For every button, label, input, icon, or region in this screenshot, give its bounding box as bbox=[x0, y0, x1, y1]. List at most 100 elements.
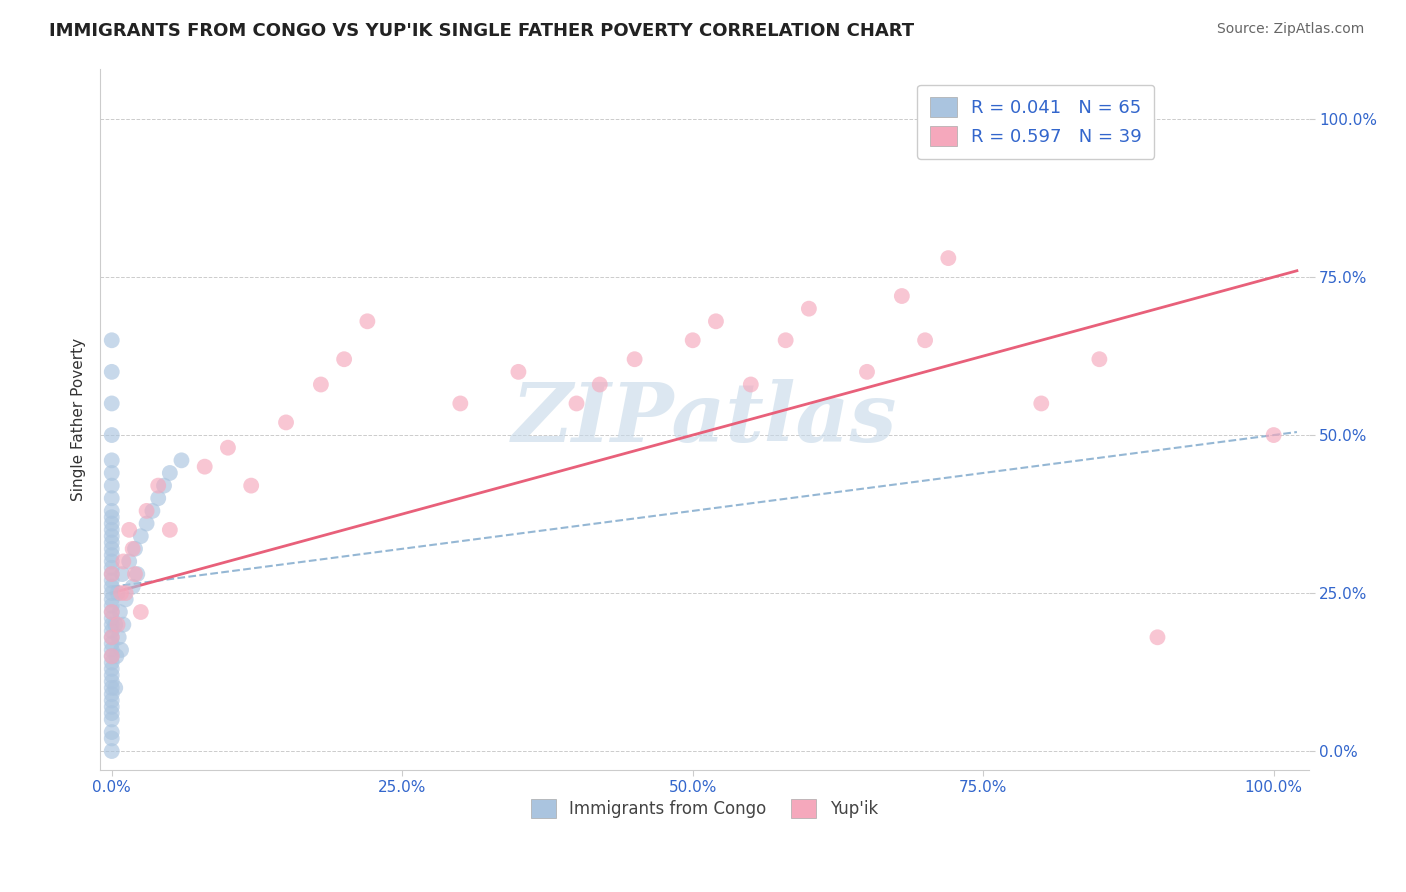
Point bbox=[110, 643, 132, 657]
Point bbox=[104, 681, 127, 695]
Point bbox=[124, 541, 146, 556]
Point bbox=[100, 504, 122, 518]
Point bbox=[127, 567, 149, 582]
Point bbox=[121, 580, 143, 594]
Point bbox=[100, 396, 122, 410]
Point bbox=[100, 706, 122, 720]
Point bbox=[100, 617, 122, 632]
Point bbox=[100, 599, 122, 613]
Point bbox=[508, 365, 530, 379]
Point bbox=[100, 428, 122, 442]
Text: IMMIGRANTS FROM CONGO VS YUP'IK SINGLE FATHER POVERTY CORRELATION CHART: IMMIGRANTS FROM CONGO VS YUP'IK SINGLE F… bbox=[49, 22, 914, 40]
Point bbox=[100, 656, 122, 670]
Point bbox=[100, 687, 122, 701]
Point bbox=[100, 637, 122, 651]
Point bbox=[100, 630, 122, 644]
Point bbox=[589, 377, 612, 392]
Point bbox=[100, 630, 122, 644]
Point bbox=[135, 504, 157, 518]
Legend: Immigrants from Congo, Yup'ik: Immigrants from Congo, Yup'ik bbox=[524, 793, 884, 825]
Point bbox=[890, 289, 912, 303]
Point bbox=[449, 396, 471, 410]
Point bbox=[100, 529, 122, 543]
Point bbox=[112, 554, 135, 568]
Point bbox=[100, 567, 122, 582]
Point bbox=[100, 453, 122, 467]
Point bbox=[100, 681, 122, 695]
Point bbox=[111, 567, 134, 582]
Point bbox=[100, 699, 122, 714]
Point bbox=[100, 580, 122, 594]
Point bbox=[856, 365, 879, 379]
Point bbox=[1263, 428, 1285, 442]
Point bbox=[100, 333, 122, 347]
Point bbox=[100, 649, 122, 664]
Point bbox=[114, 586, 136, 600]
Point bbox=[107, 630, 129, 644]
Point bbox=[100, 668, 122, 682]
Point bbox=[100, 605, 122, 619]
Point bbox=[124, 567, 146, 582]
Point bbox=[100, 731, 122, 746]
Point bbox=[100, 535, 122, 549]
Point bbox=[1031, 396, 1053, 410]
Point bbox=[100, 561, 122, 575]
Point bbox=[217, 441, 239, 455]
Point bbox=[100, 624, 122, 638]
Point bbox=[100, 586, 122, 600]
Point bbox=[194, 459, 217, 474]
Point bbox=[118, 523, 141, 537]
Point bbox=[100, 674, 122, 689]
Point bbox=[100, 693, 122, 707]
Point bbox=[100, 478, 122, 492]
Point bbox=[914, 333, 936, 347]
Point bbox=[100, 725, 122, 739]
Text: ZIPatlas: ZIPatlas bbox=[512, 379, 897, 459]
Point bbox=[153, 478, 176, 492]
Point bbox=[309, 377, 332, 392]
Point bbox=[148, 491, 170, 506]
Point bbox=[100, 548, 122, 562]
Point bbox=[104, 617, 127, 632]
Point bbox=[105, 649, 128, 664]
Point bbox=[1146, 630, 1168, 644]
Point bbox=[356, 314, 378, 328]
Text: Source: ZipAtlas.com: Source: ZipAtlas.com bbox=[1216, 22, 1364, 37]
Point bbox=[114, 592, 136, 607]
Point bbox=[135, 516, 157, 531]
Point bbox=[118, 554, 141, 568]
Point bbox=[107, 617, 129, 632]
Point bbox=[775, 333, 797, 347]
Point bbox=[100, 662, 122, 676]
Point bbox=[565, 396, 588, 410]
Point bbox=[274, 416, 297, 430]
Point bbox=[100, 605, 122, 619]
Point bbox=[100, 510, 122, 524]
Point bbox=[100, 744, 122, 758]
Point bbox=[100, 365, 122, 379]
Point bbox=[682, 333, 704, 347]
Point bbox=[107, 586, 129, 600]
Point bbox=[148, 478, 170, 492]
Point bbox=[141, 504, 163, 518]
Point bbox=[240, 478, 263, 492]
Point bbox=[100, 466, 122, 480]
Point bbox=[110, 586, 132, 600]
Point bbox=[129, 605, 152, 619]
Y-axis label: Single Father Poverty: Single Father Poverty bbox=[72, 338, 86, 500]
Point bbox=[121, 541, 143, 556]
Point bbox=[333, 352, 356, 367]
Point bbox=[159, 523, 181, 537]
Point bbox=[1088, 352, 1111, 367]
Point bbox=[100, 523, 122, 537]
Point bbox=[100, 574, 122, 588]
Point bbox=[704, 314, 727, 328]
Point bbox=[797, 301, 820, 316]
Point bbox=[159, 466, 181, 480]
Point bbox=[100, 541, 122, 556]
Point bbox=[129, 529, 152, 543]
Point bbox=[112, 617, 135, 632]
Point bbox=[100, 516, 122, 531]
Point bbox=[100, 592, 122, 607]
Point bbox=[740, 377, 762, 392]
